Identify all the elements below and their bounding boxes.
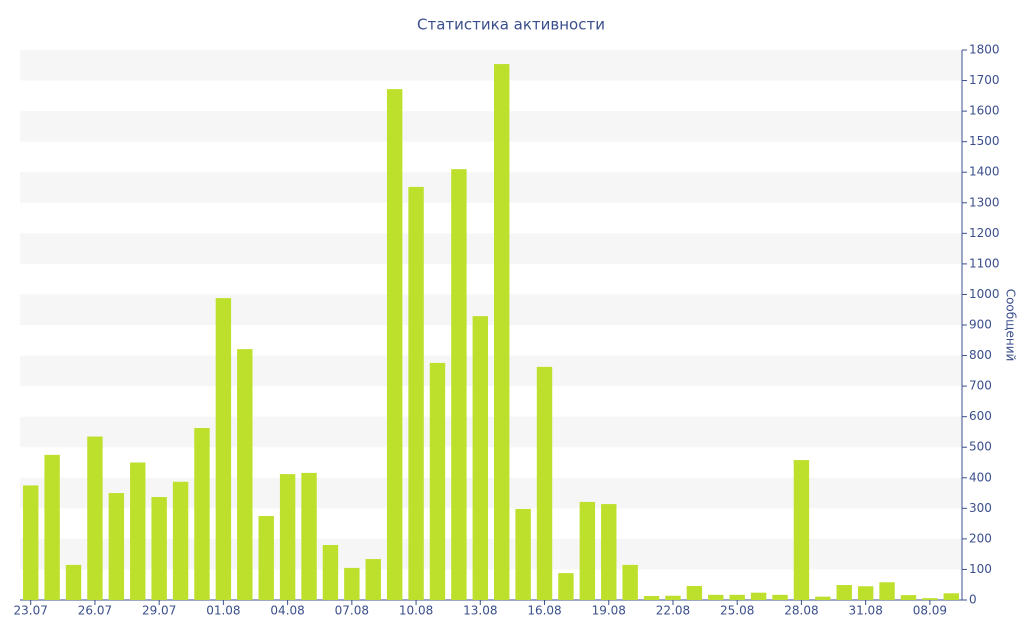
bar — [408, 186, 424, 600]
x-tick-label: 01.08 — [206, 604, 240, 618]
bar — [344, 567, 360, 600]
x-tick-label: 07.08 — [335, 604, 369, 618]
bar — [472, 316, 489, 600]
bar — [622, 564, 638, 600]
grid-band — [20, 50, 962, 81]
y-tick-label: 700 — [969, 379, 992, 393]
x-tick-label: 16.08 — [527, 604, 561, 618]
y-tick-label: 1500 — [969, 134, 1000, 148]
x-tick-label: 28.08 — [784, 604, 818, 618]
chart-title: Статистика активности — [417, 16, 605, 34]
y-axis-label: Сообщений — [1004, 289, 1018, 362]
bar — [44, 454, 60, 600]
bar — [130, 462, 146, 600]
y-tick-label: 1800 — [969, 43, 1000, 57]
y-tick-label: 400 — [969, 470, 992, 484]
y-tick-label: 800 — [969, 348, 992, 362]
x-tick-label: 04.08 — [270, 604, 304, 618]
y-tick-label: 100 — [969, 562, 992, 576]
bar — [386, 89, 403, 600]
y-tick-label: 500 — [969, 440, 992, 454]
bar — [108, 493, 125, 600]
x-tick-label: 26.07 — [78, 604, 112, 618]
bar — [194, 427, 210, 600]
bar — [22, 485, 39, 600]
y-tick-label: 900 — [969, 318, 992, 332]
bar — [729, 594, 745, 600]
y-tick-label: 200 — [969, 531, 992, 545]
y-tick-label: 1300 — [969, 195, 1000, 209]
bar — [793, 460, 810, 600]
bar — [879, 582, 895, 600]
x-tick-label: 31.08 — [848, 604, 882, 618]
bar — [493, 64, 510, 601]
grid-band — [20, 294, 962, 325]
bar — [301, 472, 317, 600]
bar — [536, 366, 553, 600]
y-tick-label: 1700 — [969, 73, 1000, 87]
bar — [215, 298, 232, 600]
y-tick-label: 300 — [969, 501, 992, 515]
bar — [515, 508, 531, 600]
bar — [772, 594, 788, 600]
bar — [836, 585, 852, 600]
x-tick-label: 19.08 — [592, 604, 626, 618]
bar — [601, 504, 617, 600]
grid-band — [20, 416, 962, 448]
bar — [429, 362, 446, 600]
y-tick-label: 1100 — [969, 256, 1000, 270]
grid-band — [20, 172, 962, 203]
bar — [451, 169, 467, 600]
bar — [65, 564, 82, 600]
bar — [258, 515, 274, 600]
y-tick-label: 0 — [969, 593, 977, 607]
bar — [943, 593, 960, 600]
y-tick-label: 1400 — [969, 165, 1000, 179]
bar — [857, 586, 874, 600]
bar — [579, 501, 596, 600]
bar — [815, 596, 831, 600]
bar — [172, 481, 189, 600]
x-tick-label: 13.08 — [463, 604, 497, 618]
grid-band — [20, 355, 962, 387]
grid-band — [20, 233, 962, 264]
bar — [237, 349, 253, 600]
bar — [900, 595, 917, 600]
y-tick-label: 600 — [969, 409, 992, 423]
x-tick-label: 10.08 — [399, 604, 433, 618]
grid-band — [20, 111, 962, 142]
x-tick-label: 29.07 — [142, 604, 176, 618]
y-tick-label: 1200 — [969, 226, 1000, 240]
bar — [558, 573, 574, 600]
y-tick-label: 1600 — [969, 104, 1000, 118]
bar — [87, 436, 103, 600]
x-tick-label: 08.09 — [913, 604, 947, 618]
x-tick-label: 22.08 — [656, 604, 690, 618]
bar — [322, 545, 339, 600]
bar — [365, 559, 381, 600]
x-tick-label: 23.07 — [14, 604, 48, 618]
bar — [686, 585, 703, 600]
bar — [750, 592, 767, 600]
bar — [665, 595, 681, 600]
bar — [279, 474, 296, 600]
y-tick-label: 1000 — [969, 287, 1000, 301]
x-tick-label: 25.08 — [720, 604, 754, 618]
bar — [708, 594, 724, 600]
bar — [643, 596, 660, 600]
bar — [922, 598, 938, 600]
bar — [151, 497, 167, 600]
